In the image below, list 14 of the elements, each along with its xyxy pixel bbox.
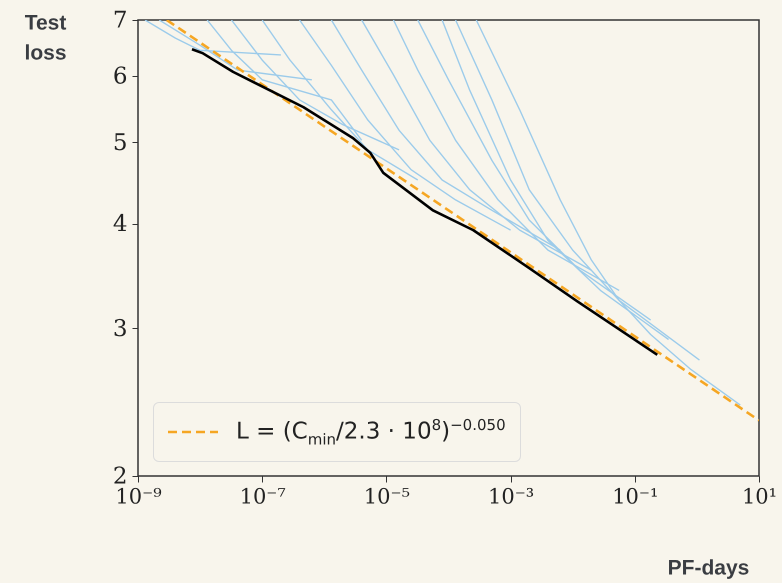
y-tick-label: 4 [112, 211, 128, 238]
x-axis-title: PF-days [668, 556, 750, 580]
legend-label: L = (C$_{min}$/2.3 · 10$^{8}$)$^{−0.050}$ [236, 416, 506, 448]
y-axis-title: Test loss [24, 12, 67, 64]
x-tick-label: 10⁻¹ [612, 484, 658, 508]
x-tick-label: 10⁻⁷ [240, 484, 286, 508]
x-tick-label: 10¹ [742, 484, 778, 508]
y-tick-label: 6 [112, 64, 128, 90]
y-tick-label: 3 [112, 316, 128, 342]
x-tick-label: 10⁻⁵ [364, 484, 410, 508]
y-tick-label: 5 [112, 130, 128, 156]
x-tick-label: 10⁻³ [488, 484, 534, 508]
y-tick-label: 7 [112, 8, 128, 34]
x-tick-label: 10⁻⁹ [115, 484, 162, 508]
